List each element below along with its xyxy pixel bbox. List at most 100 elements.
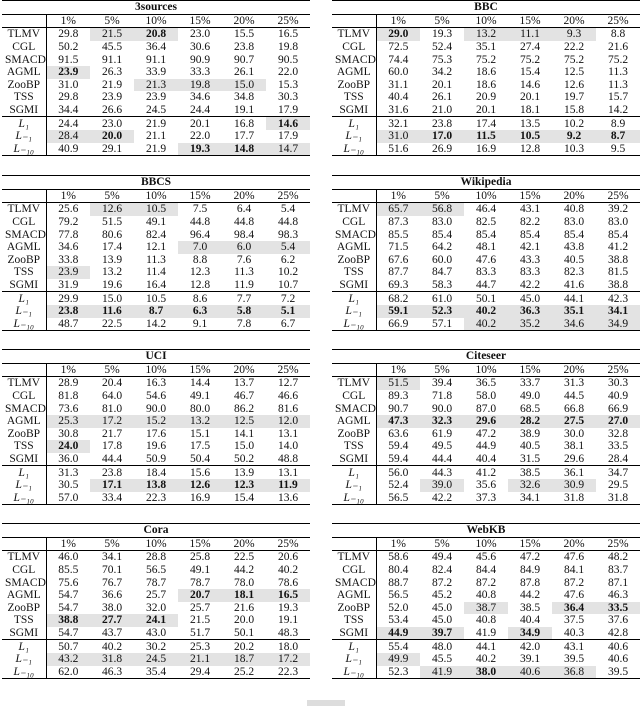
value-cell: 51.5 bbox=[101, 216, 123, 229]
data-row: CGL 50.2 45.5 36.4 30.6 23.8 19.8 bbox=[2, 40, 310, 54]
value-cell: 35.6 bbox=[475, 479, 497, 492]
value-cell: 26.1 bbox=[233, 66, 255, 79]
value-cell: 44.1 bbox=[464, 639, 508, 653]
header-row: 1% 5% 10% 15% 20% 25% bbox=[2, 537, 310, 552]
row-label: SGMI bbox=[2, 626, 47, 640]
value-cell: 30.3 bbox=[277, 91, 299, 104]
value-cell: 90.9 bbox=[189, 53, 211, 66]
value-cell: 20.0 bbox=[233, 614, 255, 627]
value-cell: 12.3 bbox=[189, 266, 211, 279]
column-header: 15% bbox=[178, 363, 222, 378]
value-cell: 84.7 bbox=[431, 266, 453, 279]
value-cell: 49.0 bbox=[519, 390, 541, 403]
value-cell: 23.9 bbox=[145, 91, 167, 104]
row-label: ZooBP bbox=[2, 78, 47, 92]
value-cell: 56.8 bbox=[420, 202, 464, 216]
value-cell: 90.7 bbox=[233, 53, 255, 66]
value-cell: 38.8 bbox=[46, 614, 90, 627]
value-cell: 31.8 bbox=[90, 652, 134, 666]
data-row: SMACD 75.6 76.7 78.7 78.7 78.0 78.6 bbox=[2, 576, 310, 589]
value-cell: 80.4 bbox=[388, 564, 409, 577]
value-cell: 75.6 bbox=[58, 576, 79, 589]
value-cell: 12.3 bbox=[222, 478, 266, 492]
row-label: SGMI bbox=[2, 278, 47, 292]
value-cell: 56.0 bbox=[376, 465, 420, 479]
row-label: CGL bbox=[2, 40, 47, 54]
value-cell: 83.3 bbox=[475, 266, 497, 279]
row-label: ZooBP bbox=[332, 601, 377, 615]
value-cell: 62.0 bbox=[46, 665, 90, 680]
value-cell: 87.7 bbox=[388, 266, 409, 279]
value-cell: 16.9 bbox=[464, 142, 508, 157]
table-title: Cora bbox=[2, 523, 310, 538]
value-cell: 18.4 bbox=[134, 465, 178, 479]
row-label: CGL bbox=[2, 563, 47, 577]
row-label: SGMI bbox=[2, 103, 47, 117]
value-cell: 17.9 bbox=[277, 130, 299, 143]
data-row: SGMI 54.7 43.7 43.0 51.7 50.1 48.3 bbox=[2, 626, 310, 640]
column-header: 10% bbox=[464, 189, 508, 204]
value-cell: 20.1 bbox=[519, 91, 541, 104]
value-cell: 79.2 bbox=[58, 216, 79, 229]
value-cell: 47.6 bbox=[563, 589, 585, 602]
value-cell: 7.6 bbox=[236, 253, 252, 266]
value-cell: 11.3 bbox=[234, 266, 254, 279]
data-row: TSS 23.9 13.2 11.4 12.3 11.3 10.2 bbox=[2, 266, 310, 279]
value-cell: 10.7 bbox=[277, 279, 299, 292]
value-cell: 18.0 bbox=[266, 639, 310, 653]
value-cell: 39.5 bbox=[596, 665, 640, 680]
value-cell: 6.3 bbox=[178, 304, 222, 318]
value-cell: 24.1 bbox=[134, 614, 178, 627]
value-cell: 24.0 bbox=[46, 440, 90, 453]
data-row: TLMV 58.6 49.4 45.6 47.2 47.6 48.2 bbox=[332, 550, 640, 564]
column-header: 1% bbox=[376, 537, 420, 552]
value-cell: 29.0 bbox=[376, 27, 420, 41]
column-header: 10% bbox=[464, 363, 508, 378]
value-cell: 27.0 bbox=[596, 414, 640, 428]
header-row: 1% 5% 10% 15% 20% 25% bbox=[332, 363, 640, 378]
data-row: AGML 23.9 26.3 33.9 33.3 26.1 22.0 bbox=[2, 65, 310, 79]
value-cell: 44.1 bbox=[552, 291, 596, 305]
value-cell: 45.5 bbox=[431, 653, 453, 666]
row-label: L₋₁ bbox=[2, 304, 47, 318]
value-cell: 27.5 bbox=[552, 414, 596, 428]
column-header: 25% bbox=[596, 537, 640, 552]
value-cell: 51.5 bbox=[376, 376, 420, 390]
value-cell: 6.2 bbox=[280, 253, 296, 266]
value-cell: 57.1 bbox=[420, 317, 464, 332]
value-cell: 32.8 bbox=[607, 427, 629, 440]
title-row: UCI bbox=[2, 349, 310, 364]
data-row: ZooBP 30.8 21.7 17.6 15.1 14.1 13.1 bbox=[2, 427, 310, 441]
column-header: 20% bbox=[552, 363, 596, 378]
value-cell: 36.6 bbox=[101, 589, 123, 602]
data-row: ZooBP 31.1 20.1 18.6 14.6 12.6 11.3 bbox=[332, 78, 640, 92]
value-cell: 8.6 bbox=[178, 291, 222, 305]
value-cell: 24.4 bbox=[46, 116, 90, 130]
value-cell: 70.1 bbox=[101, 564, 123, 577]
value-cell: 38.8 bbox=[607, 279, 629, 292]
value-cell: 23.8 bbox=[90, 465, 134, 479]
value-cell: 66.9 bbox=[607, 402, 629, 415]
header-row: 1% 5% 10% 15% 20% 25% bbox=[332, 14, 640, 29]
data-row: CGL 87.3 83.0 82.5 82.2 83.0 83.0 bbox=[332, 215, 640, 229]
data-row: TSS 59.4 49.5 44.9 40.5 38.1 33.5 bbox=[332, 440, 640, 453]
value-cell: 45.6 bbox=[475, 551, 497, 564]
value-cell: 44.4 bbox=[431, 453, 453, 466]
value-cell: 12.6 bbox=[178, 478, 222, 492]
row-label: L₋₁₀ bbox=[2, 491, 47, 506]
value-cell: 85.5 bbox=[58, 564, 79, 577]
value-cell: 19.1 bbox=[277, 614, 299, 627]
value-cell: 11.9 bbox=[266, 478, 310, 492]
column-header: 20% bbox=[222, 537, 266, 552]
value-cell: 5.8 bbox=[222, 304, 266, 318]
value-cell: 33.7 bbox=[519, 377, 541, 390]
data-row: L₋₁₀ 57.0 33.4 22.3 16.9 15.4 13.6 bbox=[2, 491, 310, 506]
value-cell: 31.6 bbox=[388, 104, 409, 117]
value-cell: 9.2 bbox=[552, 129, 596, 143]
data-row: CGL 79.2 51.5 49.1 44.8 44.8 44.8 bbox=[2, 215, 310, 229]
value-cell: 28.8 bbox=[145, 551, 167, 564]
value-cell: 22.0 bbox=[189, 130, 211, 143]
data-row: AGML 54.7 36.6 25.7 20.7 18.1 16.5 bbox=[2, 588, 310, 602]
value-cell: 42.1 bbox=[519, 241, 541, 254]
value-cell: 47.3 bbox=[376, 414, 420, 428]
